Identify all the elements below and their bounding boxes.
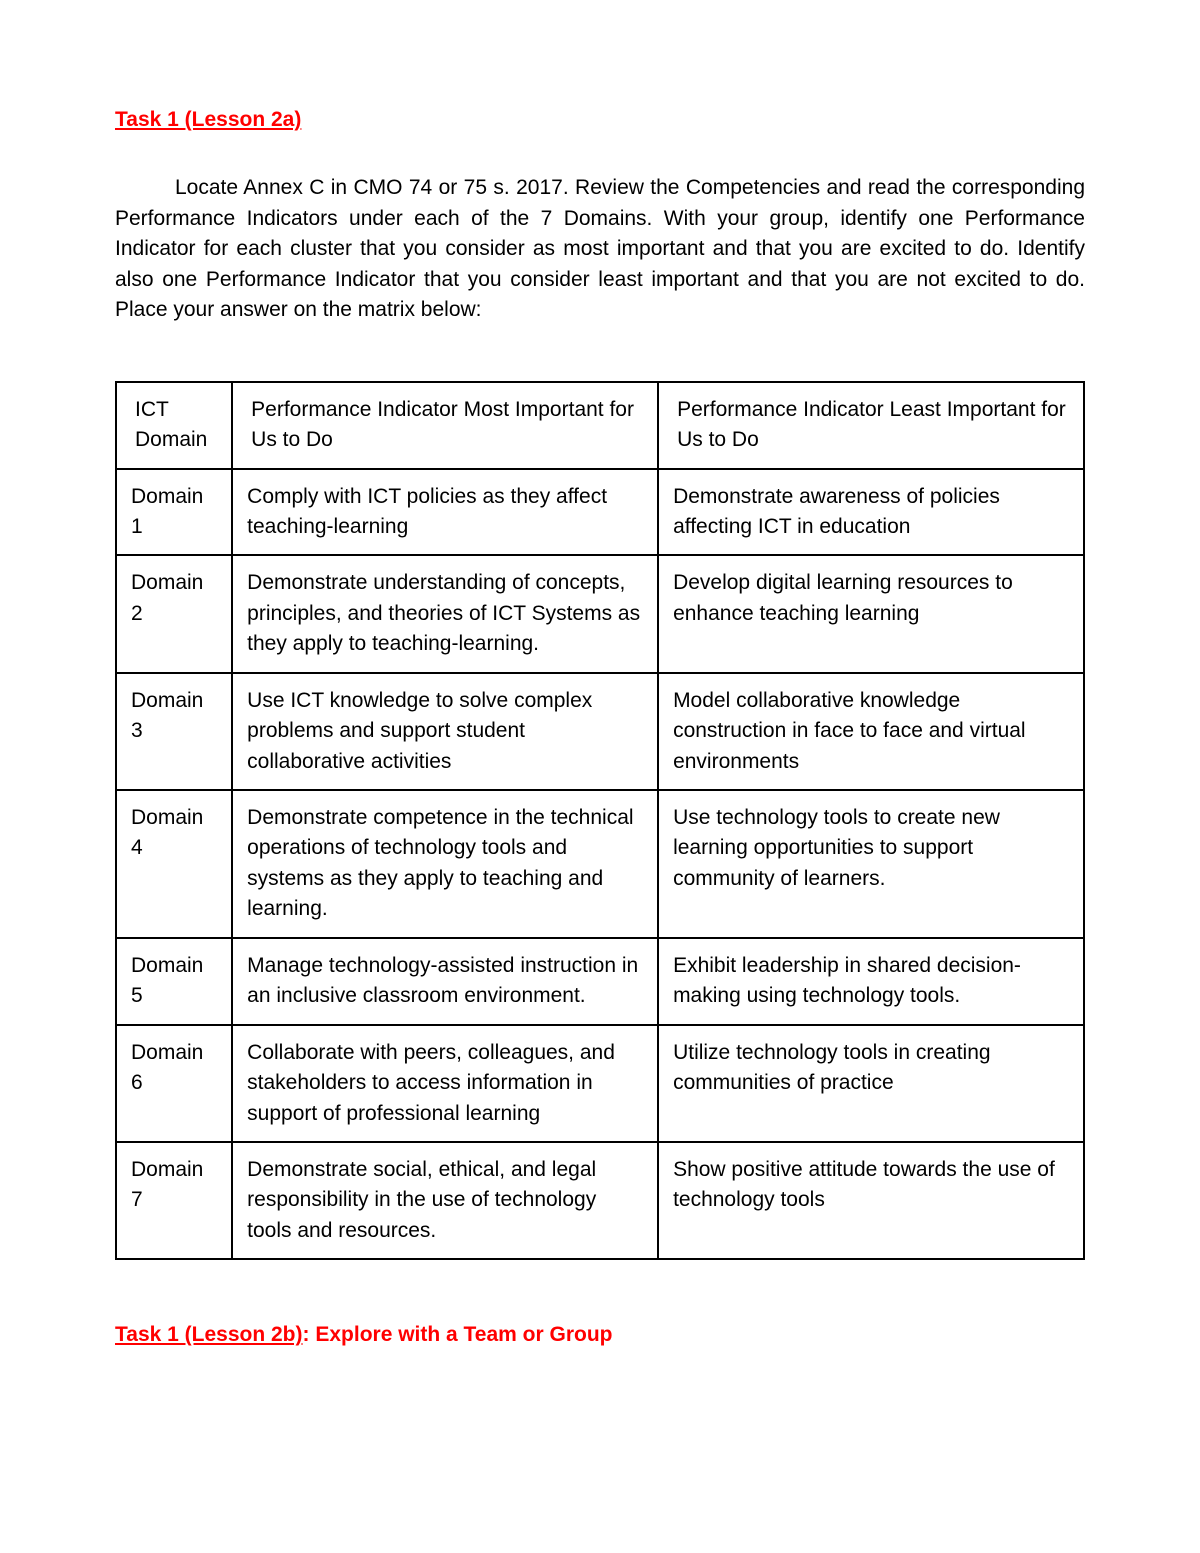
cell-domain: Domain 3: [116, 673, 232, 790]
cell-least: Use technology tools to create new learn…: [658, 790, 1084, 938]
table-header-row: ICT Domain Performance Indicator Most Im…: [116, 382, 1084, 469]
header-least-important: Performance Indicator Least Important fo…: [658, 382, 1084, 469]
instructions-paragraph: Locate Annex C in CMO 74 or 75 s. 2017. …: [115, 173, 1085, 325]
cell-most: Demonstrate competence in the technical …: [232, 790, 658, 938]
cell-domain: Domain 2: [116, 555, 232, 672]
task-1b-heading: Task 1 (Lesson 2b): Explore with a Team …: [115, 1320, 1085, 1350]
cell-least: Utilize technology tools in creating com…: [658, 1025, 1084, 1142]
cell-least: Demonstrate awareness of policies affect…: [658, 469, 1084, 556]
task-1b-prefix: Task 1 (Lesson 2b): [115, 1323, 303, 1346]
table-row: Domain 5 Manage technology-assisted inst…: [116, 938, 1084, 1025]
table-row: Domain 4 Demonstrate competence in the t…: [116, 790, 1084, 938]
cell-domain: Domain 4: [116, 790, 232, 938]
cell-domain: Domain 7: [116, 1142, 232, 1259]
cell-least: Model collaborative knowledge constructi…: [658, 673, 1084, 790]
table-row: Domain 6 Collaborate with peers, colleag…: [116, 1025, 1084, 1142]
cell-least: Develop digital learning resources to en…: [658, 555, 1084, 672]
table-row: Domain 2 Demonstrate understanding of co…: [116, 555, 1084, 672]
cell-most: Use ICT knowledge to solve complex probl…: [232, 673, 658, 790]
header-most-important: Performance Indicator Most Important for…: [232, 382, 658, 469]
cell-most: Manage technology-assisted instruction i…: [232, 938, 658, 1025]
cell-most: Collaborate with peers, colleagues, and …: [232, 1025, 658, 1142]
task-1b-suffix: : Explore with a Team or Group: [303, 1323, 613, 1346]
cell-domain: Domain 1: [116, 469, 232, 556]
cell-least: Show positive attitude towards the use o…: [658, 1142, 1084, 1259]
cell-most: Comply with ICT policies as they affect …: [232, 469, 658, 556]
header-ict-domain: ICT Domain: [116, 382, 232, 469]
cell-domain: Domain 6: [116, 1025, 232, 1142]
matrix-table: ICT Domain Performance Indicator Most Im…: [115, 381, 1085, 1261]
cell-domain: Domain 5: [116, 938, 232, 1025]
table-row: Domain 3 Use ICT knowledge to solve comp…: [116, 673, 1084, 790]
table-row: Domain 1 Comply with ICT policies as the…: [116, 469, 1084, 556]
cell-most: Demonstrate social, ethical, and legal r…: [232, 1142, 658, 1259]
task-1a-heading: Task 1 (Lesson 2a): [115, 105, 1085, 135]
table-row: Domain 7 Demonstrate social, ethical, an…: [116, 1142, 1084, 1259]
cell-most: Demonstrate understanding of concepts, p…: [232, 555, 658, 672]
cell-least: Exhibit leadership in shared decision-ma…: [658, 938, 1084, 1025]
